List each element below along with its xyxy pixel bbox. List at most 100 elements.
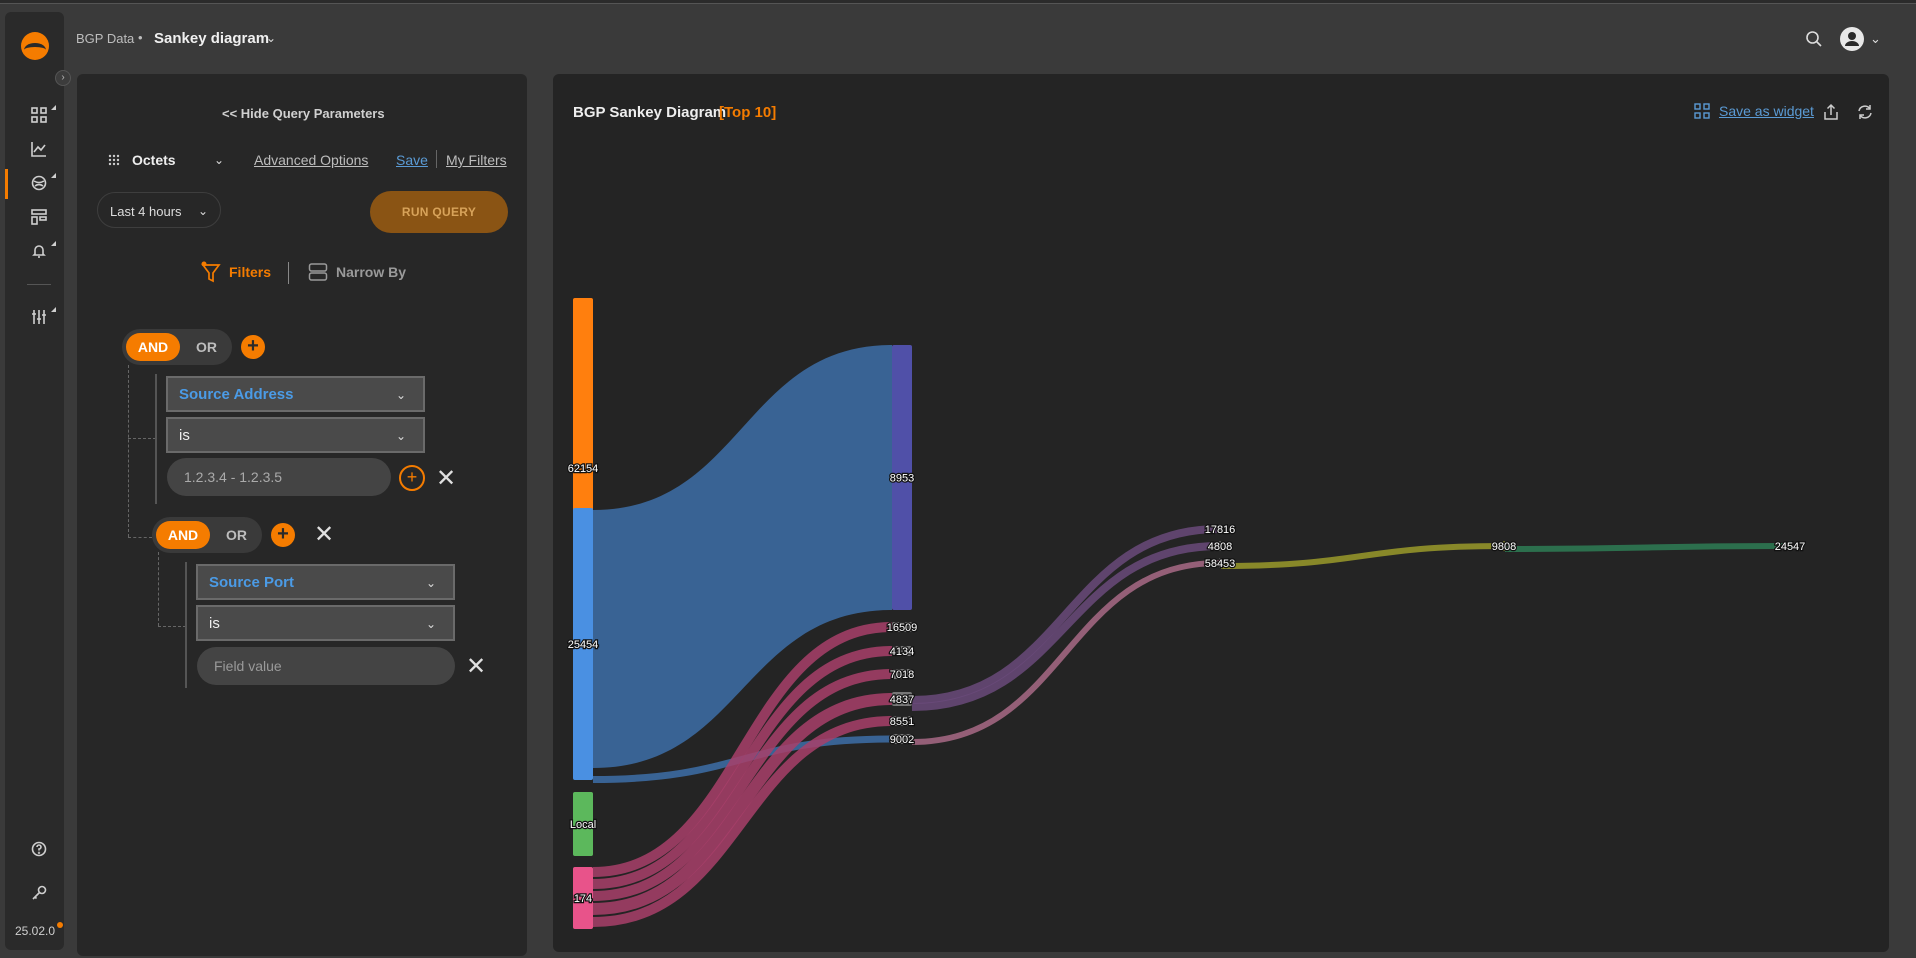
add-rule-button[interactable]: + xyxy=(271,523,295,547)
save-as-widget-link[interactable]: Save as widget xyxy=(1719,103,1814,119)
operator-select[interactable] xyxy=(166,417,425,453)
sankey-node-label: Local xyxy=(570,819,596,831)
help-icon[interactable] xyxy=(27,837,51,861)
chart-line-icon[interactable] xyxy=(27,137,51,161)
chevron-down-icon[interactable]: ⌄ xyxy=(396,429,407,443)
add-rule-button[interactable]: + xyxy=(241,335,265,359)
sankey-node-25454[interactable] xyxy=(573,508,593,780)
page-title[interactable]: Sankey diagram xyxy=(154,30,270,47)
operator-select-label: is xyxy=(179,427,190,444)
close-icon[interactable]: ✕ xyxy=(466,653,487,680)
sankey-node-4134[interactable] xyxy=(892,646,912,656)
sankey-node-label: 174 xyxy=(574,893,592,905)
group-bar xyxy=(185,562,187,688)
close-icon[interactable]: ✕ xyxy=(436,465,457,492)
sliders-icon[interactable] xyxy=(27,305,51,329)
my-filters-link[interactable]: My Filters xyxy=(446,152,507,168)
tree-connector xyxy=(128,365,129,537)
sankey-node-4837[interactable] xyxy=(892,692,912,706)
logic-or-button[interactable]: OR xyxy=(196,339,217,355)
chevron-down-icon[interactable]: ⌄ xyxy=(426,617,437,631)
window-top-bar xyxy=(0,0,1916,4)
time-range-select[interactable] xyxy=(97,192,221,228)
narrow-by-icon[interactable] xyxy=(308,262,328,282)
tab-filters[interactable]: Filters xyxy=(229,264,272,280)
logic-or-button[interactable]: OR xyxy=(226,527,247,543)
sankey-link-58453-9808[interactable] xyxy=(1220,543,1504,569)
tab-narrow-by[interactable]: Narrow By xyxy=(336,264,407,280)
add-value-button[interactable]: + xyxy=(399,465,425,491)
sankey-node-label: 4837 xyxy=(890,694,914,706)
search-icon[interactable] xyxy=(1804,29,1824,49)
refresh-icon[interactable] xyxy=(1856,103,1874,121)
sankey-node-24547[interactable] xyxy=(1789,541,1791,551)
chevron-down-icon[interactable]: ⌄ xyxy=(396,388,407,402)
sankey-node-label: 8551 xyxy=(890,716,914,728)
dashboard-icon[interactable] xyxy=(27,103,51,127)
submenu-caret-icon xyxy=(51,241,56,246)
chevron-down-icon[interactable]: ⌄ xyxy=(214,153,225,167)
sankey-node-4808[interactable] xyxy=(1219,541,1221,551)
sankey-link-9002-58453[interactable] xyxy=(911,560,1220,745)
tree-connector xyxy=(158,626,186,627)
advanced-options-link[interactable]: Advanced Options xyxy=(254,152,369,168)
sankey-node-label: 58453 xyxy=(1205,558,1236,570)
logo-icon[interactable] xyxy=(21,32,49,60)
bell-icon[interactable] xyxy=(27,239,51,263)
sankey-node-label: 17816 xyxy=(1205,524,1236,536)
sankey-link-174-16509[interactable] xyxy=(592,622,893,877)
sankey-node-9002[interactable] xyxy=(892,734,912,744)
metric-select[interactable]: Octets xyxy=(132,152,176,168)
sankey-node-174[interactable] xyxy=(573,867,593,929)
close-icon[interactable]: ✕ xyxy=(314,521,335,548)
sankey-link-9808-24547[interactable] xyxy=(1504,543,1790,552)
sankey-link-4837-17816[interactable] xyxy=(911,525,1220,704)
sankey-node-17816[interactable] xyxy=(1219,524,1221,534)
field-select[interactable] xyxy=(196,564,455,600)
field-select[interactable] xyxy=(166,376,425,412)
value-input[interactable] xyxy=(197,647,455,685)
sankey-diagram: 62154 25454 Local 174 8953 16509 4134 7018 4837 8… xyxy=(566,298,1807,929)
widget-icon[interactable] xyxy=(1694,103,1710,119)
sankey-link-174-7018[interactable] xyxy=(592,669,893,901)
sankey-node-7018[interactable] xyxy=(892,669,912,679)
operator-select[interactable] xyxy=(196,605,455,641)
hide-query-parameters-button[interactable]: << Hide Query Parameters xyxy=(222,106,385,121)
submenu-caret-icon xyxy=(51,307,56,312)
network-globe-icon[interactable] xyxy=(27,171,51,195)
run-query-button[interactable]: RUN QUERY xyxy=(370,191,508,233)
sankey-node-9808[interactable] xyxy=(1503,541,1505,551)
sankey-node-16509[interactable] xyxy=(892,622,912,632)
export-icon[interactable] xyxy=(1822,103,1840,121)
logic-and-button[interactable]: AND xyxy=(126,333,180,361)
active-indicator xyxy=(5,169,8,199)
sankey-node-label: 4808 xyxy=(1208,541,1232,553)
sidebar-expand-button[interactable]: › xyxy=(55,70,71,86)
filter-funnel-icon[interactable] xyxy=(200,261,222,285)
sankey-node-58453[interactable] xyxy=(1219,558,1221,568)
version-label: 25.02.0 xyxy=(15,924,56,938)
time-range-label: Last 4 hours xyxy=(110,204,182,219)
sankey-node-local[interactable] xyxy=(573,792,593,856)
sankey-link-174-4837[interactable] xyxy=(592,693,893,915)
topology-icon[interactable] xyxy=(27,205,51,229)
save-link[interactable]: Save xyxy=(396,152,428,168)
chevron-down-icon[interactable]: ⌄ xyxy=(198,204,209,218)
group-bar xyxy=(155,374,157,504)
sankey-link-25454-8953[interactable] xyxy=(593,345,892,768)
breadcrumb-root[interactable]: BGP Data xyxy=(76,31,135,46)
sankey-node-8551[interactable] xyxy=(892,716,912,726)
chevron-down-icon[interactable]: ⌄ xyxy=(426,576,437,590)
sankey-node-label: 8953 xyxy=(890,473,914,485)
sankey-node-8953[interactable] xyxy=(892,345,912,610)
avatar[interactable] xyxy=(1840,27,1864,51)
logic-and-button[interactable]: AND xyxy=(156,521,210,549)
chevron-down-icon[interactable]: ⌄ xyxy=(266,31,277,45)
sankey-link-174-4134[interactable] xyxy=(592,646,893,889)
value-input[interactable] xyxy=(167,458,391,496)
key-icon[interactable] xyxy=(27,881,51,905)
sankey-link-174-8551[interactable] xyxy=(592,716,893,927)
chevron-down-icon[interactable]: ⌄ xyxy=(1870,31,1881,46)
grid-dots-icon xyxy=(108,154,120,166)
sankey-link-4837-4808[interactable] xyxy=(911,542,1220,711)
